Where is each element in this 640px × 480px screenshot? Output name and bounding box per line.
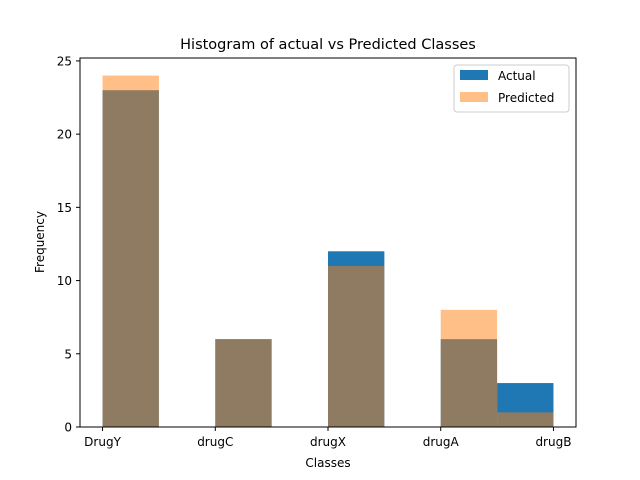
y-tick-label: 15 <box>57 201 72 215</box>
y-axis-ticks: 0 5 10 15 20 25 <box>57 54 80 435</box>
x-axis-label: Classes <box>305 456 350 470</box>
legend-label-actual: Actual <box>498 69 536 83</box>
x-axis-ticks: DrugY drugC drugX drugA drugB <box>84 427 571 449</box>
x-tick-label: drugB <box>535 435 571 449</box>
bars-layer <box>102 75 554 428</box>
x-tick-label: drugA <box>423 435 460 449</box>
bar-predicted-drugx <box>328 265 385 427</box>
legend-swatch-actual <box>460 70 488 80</box>
x-tick-label: drugC <box>197 435 233 449</box>
y-tick-label: 10 <box>57 274 72 288</box>
x-tick-label: DrugY <box>84 435 121 449</box>
y-tick-label: 5 <box>64 347 72 361</box>
chart-title: Histogram of actual vs Predicted Classes <box>180 37 476 53</box>
y-axis-label: Frequency <box>33 211 47 273</box>
bar-predicted-drugc <box>215 339 272 427</box>
plot-frame <box>79 57 577 428</box>
y-tick-label: 25 <box>57 54 72 68</box>
bar-predicted-druga <box>440 309 498 427</box>
legend-label-predicted: Predicted <box>498 91 554 105</box>
y-tick-label: 0 <box>64 421 72 435</box>
bar-predicted-drugb <box>497 412 554 427</box>
legend: Actual Predicted <box>453 64 570 113</box>
x-tick-label: drugX <box>310 435 346 449</box>
legend-swatch-predicted <box>460 92 488 102</box>
y-tick-label: 20 <box>57 128 72 142</box>
bar-predicted-drugy <box>102 75 159 428</box>
